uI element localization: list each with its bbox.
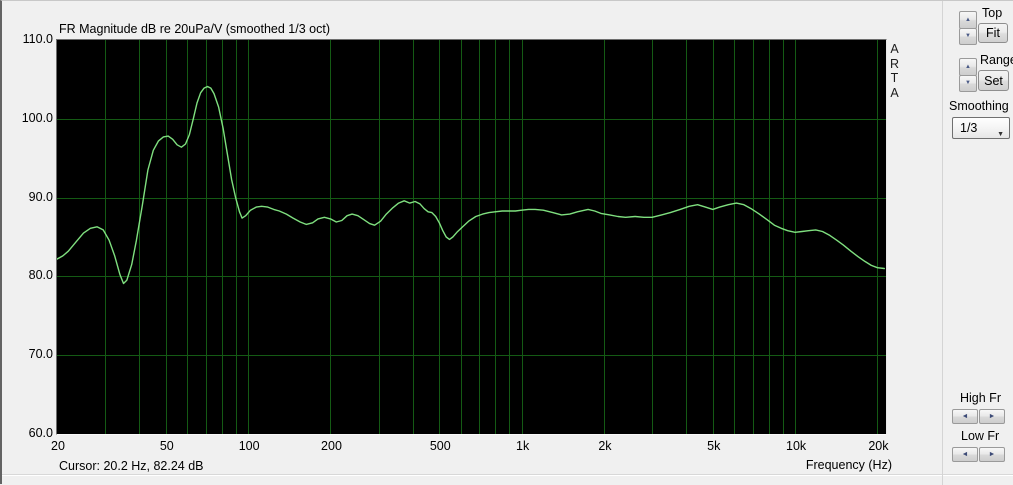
y-tick-label: 90.0 — [28, 189, 53, 204]
fr-plot-svg — [57, 40, 886, 434]
cursor-readout: Cursor: 20.2 Hz, 82.24 dB — [59, 459, 204, 473]
high-fr-increase-button[interactable]: ► — [979, 409, 1005, 424]
y-tick-label: 80.0 — [28, 268, 53, 283]
set-button[interactable]: Set — [978, 70, 1009, 91]
x-tick-label: 10k — [786, 439, 807, 453]
smoothing-dropdown[interactable]: 1/3 ▼ — [952, 117, 1010, 139]
arta-logo-text: ARTA — [889, 42, 900, 100]
x-tick-label: 50 — [159, 439, 174, 453]
y-tick-label: 60.0 — [28, 426, 53, 440]
x-tick-label: 500 — [429, 439, 451, 453]
x-tick-label: 200 — [321, 439, 342, 453]
y-tick-label: 110.0 — [22, 32, 53, 46]
top-spin-down-button[interactable]: ▼ — [959, 27, 977, 45]
up-arrow-icon: ▲ — [965, 16, 971, 23]
y-tick-label: 100.0 — [21, 110, 53, 125]
chevron-down-icon: ▼ — [997, 131, 1004, 138]
panel-divider — [942, 1, 943, 485]
x-tick-label: 5k — [707, 439, 721, 453]
range-spin-down-button[interactable]: ▼ — [959, 74, 977, 92]
top-label: Top — [982, 6, 1003, 20]
low-fr-label: Low Fr — [961, 429, 1000, 443]
down-arrow-icon: ▼ — [965, 33, 971, 40]
bottom-divider — [2, 474, 1013, 476]
top-spinner: ▲ ▼ — [959, 11, 977, 45]
left-arrow-icon: ◄ — [961, 451, 969, 458]
top-spin-up-button[interactable]: ▲ — [959, 11, 977, 29]
right-arrow-icon: ► — [988, 451, 996, 458]
fr-plot-area[interactable] — [56, 39, 887, 435]
x-axis-title: Frequency (Hz) — [805, 458, 892, 472]
chart-title: FR Magnitude dB re 20uPa/V (smoothed 1/3… — [59, 22, 330, 36]
range-spinner: ▲ ▼ — [959, 58, 977, 92]
x-tick-label: 2k — [598, 439, 612, 453]
low-fr-increase-button[interactable]: ► — [979, 447, 1005, 462]
x-tick-label: 1k — [516, 439, 530, 453]
smoothing-value: 1/3 — [960, 121, 978, 135]
right-arrow-icon: ► — [988, 413, 996, 420]
left-arrow-icon: ◄ — [961, 413, 969, 420]
low-fr-decrease-button[interactable]: ◄ — [952, 447, 978, 462]
range-spin-up-button[interactable]: ▲ — [959, 58, 977, 76]
fit-button[interactable]: Fit — [978, 23, 1008, 43]
x-tick-label: 100 — [238, 439, 260, 453]
range-label: Range — [980, 53, 1013, 67]
y-tick-label: 70.0 — [28, 347, 53, 362]
down-arrow-icon: ▼ — [965, 80, 971, 87]
x-tick-label: 20 — [51, 439, 65, 453]
x-tick-label: 20k — [868, 439, 889, 453]
up-arrow-icon: ▲ — [965, 63, 971, 70]
high-fr-decrease-button[interactable]: ◄ — [952, 409, 978, 424]
high-fr-label: High Fr — [960, 391, 1001, 405]
smoothing-label: Smoothing — [949, 99, 1009, 113]
